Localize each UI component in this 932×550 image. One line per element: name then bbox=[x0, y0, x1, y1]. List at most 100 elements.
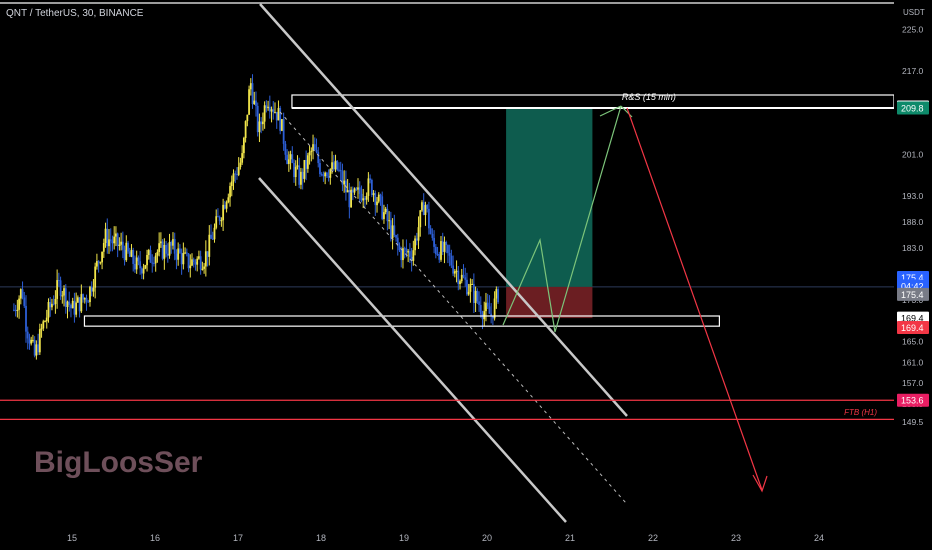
candle-body bbox=[408, 251, 411, 257]
candle-body bbox=[248, 89, 250, 115]
candle-body bbox=[236, 174, 238, 176]
drawings-layer: R&S (15 min) FTB (H1) bbox=[0, 2, 895, 523]
candle-body bbox=[322, 174, 325, 177]
candle-body bbox=[440, 241, 442, 260]
candle-body bbox=[291, 154, 294, 164]
candles-layer bbox=[13, 74, 499, 360]
candle-body bbox=[497, 289, 499, 303]
candle-body bbox=[343, 180, 346, 185]
candle-body bbox=[38, 329, 41, 353]
candle-body bbox=[249, 83, 252, 90]
candle-body bbox=[450, 255, 453, 266]
candle-body bbox=[52, 303, 55, 305]
candle-body bbox=[429, 228, 432, 234]
candle-body bbox=[447, 245, 449, 253]
candle-body bbox=[294, 166, 297, 178]
candle-body bbox=[467, 291, 470, 295]
candle-body bbox=[109, 239, 112, 242]
candle-body bbox=[384, 208, 387, 213]
candle-body bbox=[33, 339, 36, 356]
candle-body bbox=[495, 289, 498, 299]
candle-body bbox=[260, 121, 263, 125]
candle-body bbox=[471, 283, 474, 285]
candle-body bbox=[377, 194, 380, 202]
price-label: 175.4 bbox=[901, 290, 924, 300]
candle-body bbox=[488, 306, 491, 314]
candle-body bbox=[457, 270, 460, 285]
candle-body bbox=[37, 344, 40, 353]
y-tick-label: 217.0 bbox=[902, 66, 924, 76]
candle-body bbox=[102, 242, 105, 252]
candle-body bbox=[255, 100, 257, 106]
candle-body bbox=[426, 205, 429, 209]
candle-body bbox=[146, 255, 148, 266]
candle-body bbox=[459, 281, 461, 285]
y-tick-label: 201.0 bbox=[902, 149, 924, 159]
candle-body bbox=[393, 225, 396, 236]
price-label: 169.4 bbox=[901, 323, 924, 333]
candle-body bbox=[149, 250, 152, 263]
candle-body bbox=[166, 253, 169, 256]
candle-body bbox=[42, 321, 45, 329]
candle-body bbox=[56, 280, 59, 299]
candle-body bbox=[407, 251, 410, 253]
candle-body bbox=[262, 121, 264, 125]
candle-body bbox=[329, 169, 332, 178]
y-tick-label: 149.5 bbox=[902, 417, 924, 427]
candle-body bbox=[431, 233, 434, 238]
candle-body bbox=[287, 159, 290, 164]
candle-body bbox=[45, 317, 48, 322]
candle-body bbox=[217, 216, 219, 218]
candle-body bbox=[324, 172, 327, 177]
candle-body bbox=[182, 253, 185, 265]
candle-body bbox=[242, 137, 245, 154]
candle-body bbox=[424, 205, 427, 215]
candle-body bbox=[227, 197, 230, 203]
x-tick-label: 19 bbox=[399, 533, 409, 543]
candle-body bbox=[47, 302, 50, 318]
candle-body bbox=[402, 248, 404, 261]
candle-body bbox=[177, 248, 180, 260]
candle-body bbox=[51, 303, 53, 308]
candle-body bbox=[220, 220, 223, 222]
candle-body bbox=[339, 169, 342, 172]
candle-body bbox=[225, 202, 228, 209]
candle-body bbox=[76, 297, 79, 303]
candle-body bbox=[472, 283, 475, 304]
x-tick-label: 22 bbox=[648, 533, 658, 543]
candle-body bbox=[483, 311, 486, 320]
candle-body bbox=[241, 153, 244, 163]
price-axis: USDT225.0217.0210.0201.0193.0188.0183.01… bbox=[894, 0, 932, 550]
y-tick-label: 161.0 bbox=[902, 357, 924, 367]
candle-body bbox=[453, 271, 456, 274]
candle-body bbox=[479, 304, 482, 314]
channel-lower-line bbox=[258, 177, 567, 523]
candle-body bbox=[120, 241, 123, 245]
candle-body bbox=[464, 277, 467, 280]
candle-body bbox=[18, 298, 20, 310]
candle-body bbox=[244, 121, 247, 138]
candle-body bbox=[412, 250, 415, 261]
candle-body bbox=[26, 331, 29, 339]
candle-body bbox=[73, 300, 76, 315]
candle-body bbox=[57, 280, 60, 282]
candle-body bbox=[308, 152, 311, 156]
candle-body bbox=[305, 160, 308, 169]
candle-body bbox=[357, 187, 359, 190]
candle-body bbox=[159, 241, 162, 244]
candle-body bbox=[44, 321, 46, 323]
candle-body bbox=[40, 328, 43, 330]
candle-body bbox=[180, 252, 183, 265]
candle-body bbox=[113, 236, 116, 244]
candle-body bbox=[364, 198, 366, 200]
candle-body bbox=[301, 171, 304, 179]
watermark: BigLoosSer bbox=[34, 446, 203, 479]
candle-body bbox=[163, 244, 166, 259]
candle-body bbox=[327, 176, 330, 178]
candle-body bbox=[298, 165, 301, 185]
candle-body bbox=[144, 265, 147, 269]
candle-body bbox=[448, 252, 451, 256]
candle-body bbox=[173, 239, 176, 254]
candle-body bbox=[286, 154, 289, 164]
